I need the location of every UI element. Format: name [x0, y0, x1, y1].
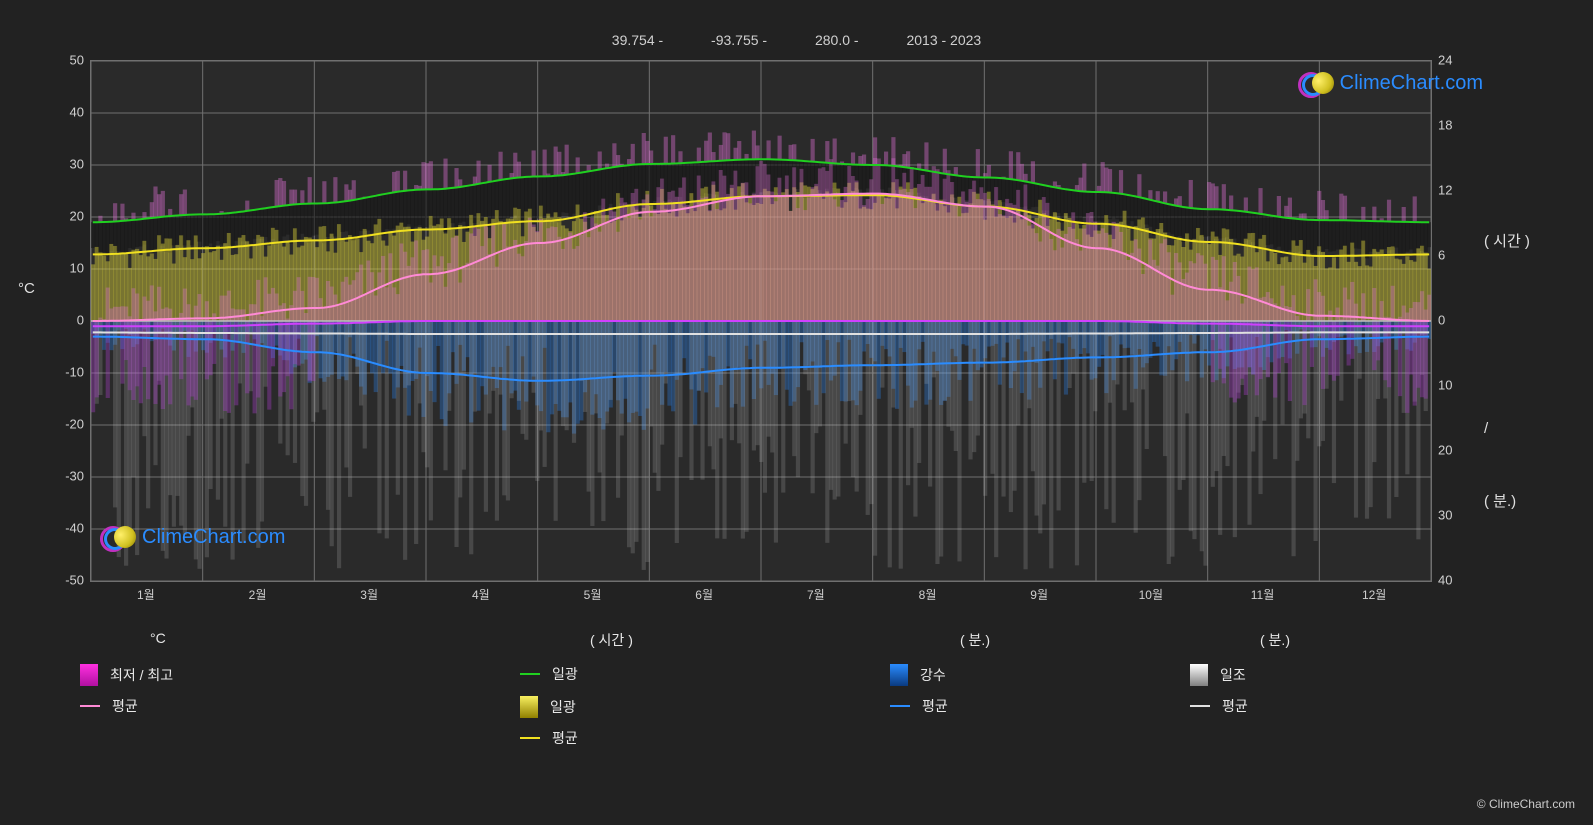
- header-lat: 39.754 -: [612, 32, 663, 48]
- legend-item: 평균: [80, 696, 138, 716]
- legend-header: °C: [150, 630, 166, 646]
- legend-item: 일광: [520, 696, 576, 718]
- right-label-lower: ( 분.): [1484, 490, 1516, 511]
- x-axis-months: 1월2월3월4월5월6월7월8월9월10월11월12월: [90, 586, 1430, 606]
- brand-text: ClimeChart.com: [142, 526, 285, 549]
- legend-header: ( 시간 ): [590, 630, 633, 650]
- legend-item: 평균: [1190, 696, 1248, 716]
- legend-item-label: 평균: [1222, 696, 1248, 716]
- legend-item: 평균: [520, 728, 578, 748]
- brand-icon: [1298, 70, 1334, 96]
- right-label-upper: ( 시간 ): [1484, 230, 1530, 251]
- brand-text: ClimeChart.com: [1340, 72, 1483, 95]
- y-axis-right-labels: ( 시간 ) / ( 분.): [1484, 60, 1554, 580]
- y-axis-left-ticks: -50-40-30-20-1001020304050: [44, 60, 84, 580]
- legend-item-label: 강수: [920, 665, 946, 685]
- header-elev: 280.0 -: [815, 32, 859, 48]
- legend-item-label: 최저 / 최고: [110, 665, 173, 685]
- header-lon: -93.755 -: [711, 32, 767, 48]
- legend-header: ( 분.): [960, 630, 990, 650]
- climate-chart-panel: 39.754 - -93.755 - 280.0 - 2013 - 2023 °…: [0, 0, 1593, 825]
- plot-area: [90, 60, 1432, 582]
- legend-item-label: 평균: [922, 696, 948, 716]
- chart-header: 39.754 - -93.755 - 280.0 - 2013 - 2023: [0, 32, 1593, 48]
- legend-item: 강수: [890, 664, 946, 686]
- right-label-mid: /: [1484, 420, 1488, 437]
- legend-item: 일조: [1190, 664, 1246, 686]
- watermark-logo-top: ClimeChart.com: [1298, 70, 1483, 96]
- copyright-text: © ClimeChart.com: [1477, 797, 1575, 811]
- brand-icon: [100, 524, 136, 550]
- legend-item-label: 일조: [1220, 665, 1246, 685]
- plot-svg: [91, 61, 1431, 581]
- legend-item-label: 일광: [550, 697, 576, 717]
- legend-item-label: 평균: [552, 728, 578, 748]
- legend-item: 일광: [520, 664, 578, 684]
- legend-item: 평균: [890, 696, 948, 716]
- legend-header: ( 분.): [1260, 630, 1290, 650]
- legend-item-label: 평균: [112, 696, 138, 716]
- y-axis-right-ticks: 0612182410203040: [1438, 60, 1478, 580]
- legend-item: 최저 / 최고: [80, 664, 173, 686]
- legend-item-label: 일광: [552, 664, 578, 684]
- y-axis-left-label: °C: [18, 280, 35, 297]
- header-years: 2013 - 2023: [906, 32, 981, 48]
- watermark-logo-bottom: ClimeChart.com: [100, 524, 285, 550]
